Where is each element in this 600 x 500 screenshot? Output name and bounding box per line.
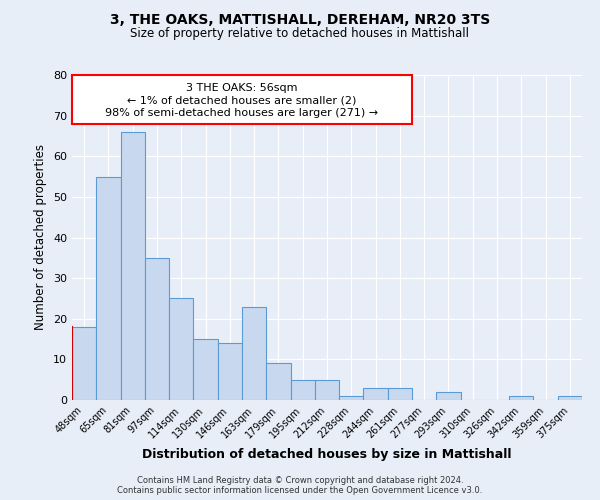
Text: Contains public sector information licensed under the Open Government Licence v3: Contains public sector information licen… xyxy=(118,486,482,495)
Bar xyxy=(121,132,145,400)
Bar xyxy=(72,327,96,400)
Bar xyxy=(315,380,339,400)
FancyBboxPatch shape xyxy=(72,75,412,124)
Text: ← 1% of detached houses are smaller (2): ← 1% of detached houses are smaller (2) xyxy=(127,96,356,106)
Text: Size of property relative to detached houses in Mattishall: Size of property relative to detached ho… xyxy=(131,28,470,40)
Text: 3 THE OAKS: 56sqm: 3 THE OAKS: 56sqm xyxy=(186,83,298,93)
Bar xyxy=(388,388,412,400)
Bar xyxy=(509,396,533,400)
Bar xyxy=(242,306,266,400)
Y-axis label: Number of detached properties: Number of detached properties xyxy=(34,144,47,330)
Text: 3, THE OAKS, MATTISHALL, DEREHAM, NR20 3TS: 3, THE OAKS, MATTISHALL, DEREHAM, NR20 3… xyxy=(110,12,490,26)
X-axis label: Distribution of detached houses by size in Mattishall: Distribution of detached houses by size … xyxy=(142,448,512,461)
Text: 98% of semi-detached houses are larger (271) →: 98% of semi-detached houses are larger (… xyxy=(106,108,379,118)
Bar xyxy=(364,388,388,400)
Bar xyxy=(339,396,364,400)
Bar xyxy=(169,298,193,400)
Bar xyxy=(266,364,290,400)
Bar xyxy=(96,176,121,400)
Bar xyxy=(193,339,218,400)
Bar xyxy=(558,396,582,400)
Bar xyxy=(290,380,315,400)
Bar xyxy=(436,392,461,400)
Text: Contains HM Land Registry data © Crown copyright and database right 2024.: Contains HM Land Registry data © Crown c… xyxy=(137,476,463,485)
Bar xyxy=(145,258,169,400)
Bar xyxy=(218,343,242,400)
